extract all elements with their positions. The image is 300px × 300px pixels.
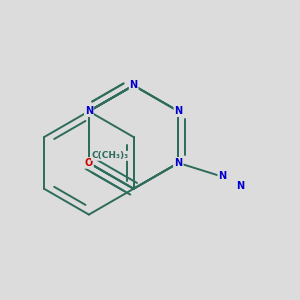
Text: N: N	[236, 181, 244, 191]
Text: N: N	[130, 80, 138, 90]
Text: N: N	[174, 158, 182, 168]
Text: N: N	[174, 158, 182, 168]
Text: N: N	[218, 171, 226, 181]
Text: N: N	[174, 158, 182, 168]
Text: O: O	[85, 158, 93, 168]
Text: N: N	[85, 106, 93, 116]
Text: N: N	[174, 106, 182, 116]
Text: N: N	[174, 158, 182, 168]
Text: C(CH₃)₃: C(CH₃)₃	[92, 151, 129, 160]
